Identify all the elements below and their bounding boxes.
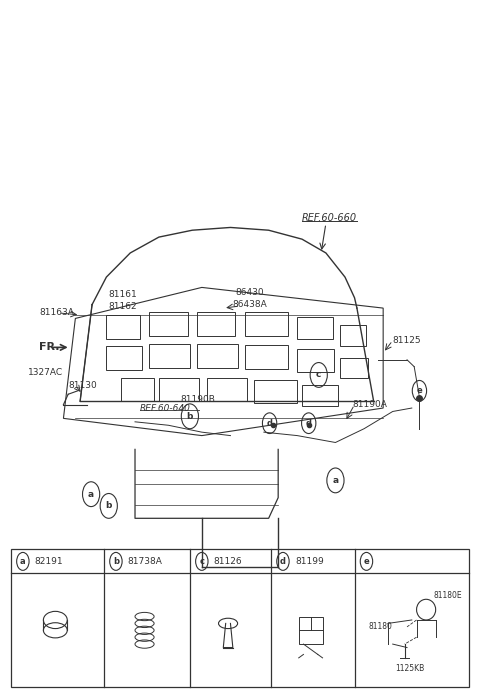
Bar xyxy=(149,344,190,368)
Text: 1327AC: 1327AC xyxy=(28,367,63,376)
Text: 81163A: 81163A xyxy=(39,309,74,318)
Text: 81162: 81162 xyxy=(109,302,137,311)
Text: 81125: 81125 xyxy=(393,336,421,345)
Text: c: c xyxy=(316,370,322,379)
Bar xyxy=(197,344,238,368)
Text: FR.: FR. xyxy=(38,343,59,352)
Bar xyxy=(340,358,368,379)
Text: 81180E: 81180E xyxy=(433,591,462,600)
Text: c: c xyxy=(199,557,204,566)
Text: 81738A: 81738A xyxy=(128,557,163,566)
Text: a: a xyxy=(20,557,25,566)
Text: b: b xyxy=(113,557,119,566)
Text: d: d xyxy=(266,419,273,428)
Text: e: e xyxy=(417,386,422,395)
Bar xyxy=(11,549,469,687)
Text: b: b xyxy=(106,502,112,511)
Text: b: b xyxy=(187,412,193,421)
Bar xyxy=(245,345,288,369)
Bar xyxy=(206,379,247,401)
Text: REF.60-660: REF.60-660 xyxy=(302,214,357,224)
Text: e: e xyxy=(363,557,369,566)
Bar xyxy=(245,312,288,336)
Text: 81180: 81180 xyxy=(369,622,393,631)
Text: 86430: 86430 xyxy=(235,288,264,297)
Bar xyxy=(149,311,188,336)
Bar xyxy=(297,317,333,339)
Bar xyxy=(107,315,140,339)
Bar xyxy=(340,325,366,346)
Bar xyxy=(159,379,199,401)
Text: 81126: 81126 xyxy=(214,557,242,566)
Text: 86438A: 86438A xyxy=(233,300,267,309)
Text: a: a xyxy=(88,490,94,499)
Text: d: d xyxy=(306,419,312,428)
Bar xyxy=(299,617,323,644)
Bar xyxy=(254,381,297,403)
Text: REF.60-640: REF.60-640 xyxy=(140,403,191,412)
Text: 1125KB: 1125KB xyxy=(395,664,424,673)
Bar xyxy=(297,349,335,372)
Text: d: d xyxy=(280,557,286,566)
Text: 81199: 81199 xyxy=(295,557,324,566)
Text: 81190A: 81190A xyxy=(352,400,387,409)
Text: 81161: 81161 xyxy=(109,290,137,299)
Text: 82191: 82191 xyxy=(35,557,63,566)
Bar xyxy=(120,379,154,401)
Bar xyxy=(197,311,235,336)
Bar xyxy=(107,346,142,370)
Text: 81190B: 81190B xyxy=(180,395,215,404)
Bar xyxy=(302,385,338,406)
Text: a: a xyxy=(332,476,338,485)
Text: 81130: 81130 xyxy=(68,381,97,390)
